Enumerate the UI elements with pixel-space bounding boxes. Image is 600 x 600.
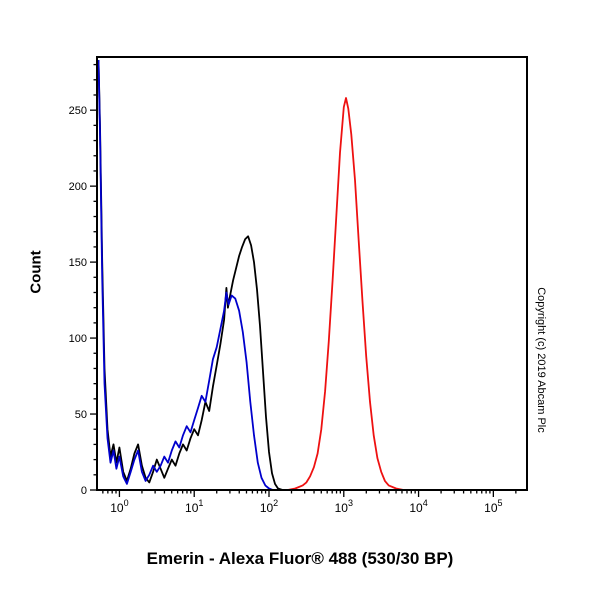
svg-text:100: 100 <box>110 498 128 515</box>
series-red-emerin-af488-histogram <box>97 97 527 490</box>
series-blue-control-histogram <box>97 59 527 490</box>
svg-text:50: 50 <box>75 409 87 421</box>
y-axis-label: Count <box>27 250 45 294</box>
plot-area <box>97 59 527 490</box>
svg-text:105: 105 <box>484 498 502 515</box>
svg-text:100: 100 <box>69 333 87 345</box>
svg-text:104: 104 <box>409 498 427 515</box>
svg-text:250: 250 <box>69 105 87 117</box>
svg-text:103: 103 <box>335 498 353 515</box>
chart-title: Emerin - Alexa Fluor® 488 (530/30 BP) <box>146 549 454 568</box>
copyright-text: Copyright (c) 2019 Abcam Plc <box>535 287 547 433</box>
svg-text:102: 102 <box>260 498 278 515</box>
plot-border <box>96 56 528 491</box>
svg-text:101: 101 <box>185 498 203 515</box>
axis-ticks <box>90 63 517 497</box>
svg-text:0: 0 <box>81 485 87 497</box>
svg-text:150: 150 <box>69 257 87 269</box>
series-black-control-histogram <box>97 59 527 490</box>
axis-tick-labels: 0 50 100 150 200 250 100 101 102 103 104 105 <box>69 105 503 515</box>
svg-text:200: 200 <box>69 181 87 193</box>
